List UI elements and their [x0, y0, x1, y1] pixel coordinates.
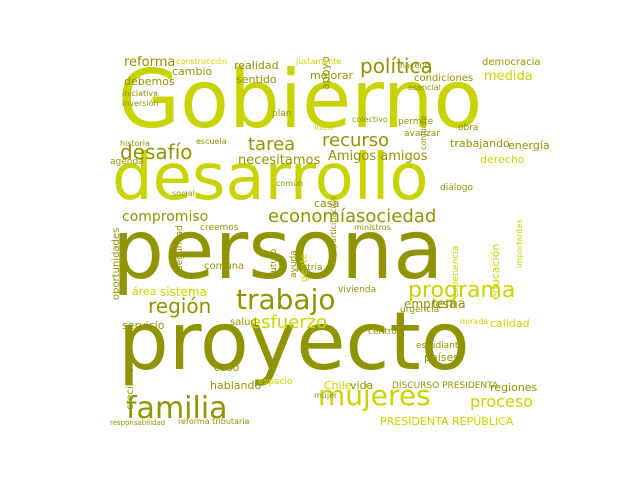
- cloud-word: seguridad: [175, 225, 185, 270]
- cloud-word: escuela: [196, 137, 227, 146]
- cloud-word: patria: [296, 263, 323, 273]
- cloud-word: colectivo: [352, 115, 388, 124]
- cloud-word: crecimiento: [125, 351, 136, 410]
- cloud-word: comuna: [204, 261, 245, 272]
- cloud-word: mirada: [460, 317, 489, 326]
- cloud-word: estudiante: [416, 341, 464, 351]
- cloud-word: mujeres: [318, 379, 431, 412]
- cloud-word: trabajo: [236, 283, 336, 316]
- cloud-word: centro: [368, 327, 397, 337]
- cloud-word: salud: [230, 317, 257, 328]
- cloud-word: inversión: [122, 99, 159, 108]
- cloud-word: participación: [329, 196, 338, 248]
- cloud-word: necesitamos: [238, 153, 321, 168]
- cloud-word: oportunidades: [111, 227, 122, 300]
- cloud-word: iniciativa: [122, 89, 159, 98]
- cloud-word: programa: [408, 278, 516, 303]
- cloud-word: cambio: [172, 65, 213, 78]
- cloud-word: reforma: [124, 55, 176, 70]
- cloud-word: esfuerzo: [250, 312, 328, 333]
- cloud-word: hacerlo: [400, 61, 430, 70]
- cloud-word: urgencia: [400, 305, 440, 315]
- cloud-word: avanzar: [404, 129, 440, 139]
- cloud-word: sociedad: [356, 206, 437, 227]
- cloud-word: Chile: [324, 379, 352, 392]
- cloud-word: países: [424, 351, 460, 364]
- cloud-word: obra: [458, 123, 479, 133]
- cloud-word: común: [276, 179, 304, 188]
- cloud-word: espacio: [258, 377, 293, 387]
- cloud-word: desafío: [120, 140, 193, 164]
- cloud-word: esencial: [408, 83, 441, 92]
- cloud-word: ministros: [354, 223, 391, 232]
- cloud-word: tema: [432, 297, 466, 312]
- cloud-word: historia: [120, 139, 150, 148]
- cloud-word: DISCURSO PRESIDENTA: [392, 381, 499, 391]
- cloud-word: economía: [268, 206, 356, 227]
- cloud-word: derecho: [480, 153, 525, 166]
- cloud-word: debemos: [124, 75, 175, 88]
- cloud-word: permite: [398, 117, 434, 127]
- cloud-word: realidad: [234, 59, 279, 72]
- cloud-word: caso: [214, 361, 240, 374]
- cloud-word: ayuda: [289, 250, 299, 278]
- cloud-word: región: [148, 294, 212, 318]
- cloud-word: trabajando: [450, 137, 510, 150]
- cloud-word: social: [172, 189, 195, 198]
- cloud-word: democracia: [482, 57, 541, 68]
- cloud-word: diálogo: [440, 183, 473, 193]
- cloud-word: política: [360, 54, 433, 78]
- cloud-word: educación: [489, 243, 502, 300]
- cloud-word: creemos: [200, 223, 239, 233]
- cloud-word: PRESIDENTA REPÚBLICA: [380, 415, 514, 428]
- cloud-word: área: [132, 285, 157, 298]
- cloud-word: empresa: [404, 297, 457, 311]
- cloud-word: proceso: [470, 392, 533, 411]
- cloud-word: energía: [508, 139, 550, 152]
- cloud-word: idea: [314, 123, 334, 133]
- cloud-word: servicio: [122, 319, 165, 332]
- cloud-word: hablando: [210, 379, 262, 392]
- cloud-word: regiones: [490, 381, 538, 394]
- cloud-word: justamente: [296, 57, 342, 66]
- cloud-word: Amigos amigos: [328, 149, 428, 164]
- cloud-word: Gobierno: [118, 53, 483, 146]
- cloud-word: calidad: [490, 317, 530, 330]
- cloud-word: reforma tributaria: [178, 417, 250, 426]
- cloud-word: agenda: [110, 157, 144, 167]
- cloud-word: vida: [350, 379, 374, 392]
- cloud-word: proyecto: [118, 295, 470, 388]
- cloud-word: persona: [112, 203, 444, 298]
- cloud-word: sistema: [160, 285, 207, 299]
- cloud-word: familia: [126, 391, 228, 426]
- cloud-word: futuro: [269, 248, 279, 276]
- cloud-word: desarrollo: [112, 141, 429, 215]
- cloud-word: importantes: [515, 219, 524, 268]
- cloud-word: condiciones: [414, 73, 474, 84]
- cloud-word: casa: [314, 197, 340, 210]
- cloud-word: vivienda: [338, 285, 377, 295]
- cloud-word: tarea: [248, 134, 296, 155]
- cloud-word: responsabilidad: [110, 419, 166, 427]
- cloud-word: sentido: [236, 73, 277, 86]
- cloud-word: medida: [484, 69, 533, 84]
- cloud-word: experiencia: [451, 245, 461, 298]
- cloud-word: mejorar: [310, 69, 354, 82]
- cloud-word: compromiso: [122, 209, 209, 225]
- cloud-word: conjunto: [419, 115, 428, 150]
- cloud-word: construcción: [176, 57, 228, 66]
- cloud-word: plan: [272, 109, 292, 119]
- cloud-word: mujer: [314, 391, 338, 400]
- cloud-word: recurso: [322, 130, 390, 151]
